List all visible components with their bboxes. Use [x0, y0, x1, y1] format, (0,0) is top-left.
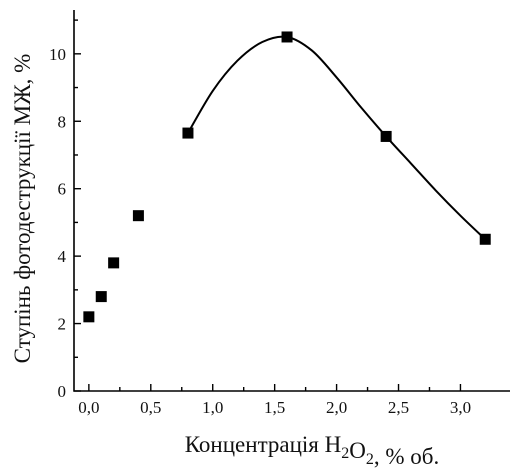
x-tick-label: 0,0 [78, 398, 99, 417]
y-axis-title: Ступінь фотодеструкції МЖ, % [10, 54, 35, 364]
data-point [83, 311, 95, 323]
fit-curve-group [187, 35, 486, 240]
data-point [380, 130, 392, 142]
x-tick-label: 0,5 [140, 398, 161, 417]
x-axis-title-subscript: 2 [341, 445, 349, 462]
data-points-group [83, 31, 491, 323]
x-tick-label: 1,0 [202, 398, 223, 417]
x-axis-title-part: , % об. [374, 444, 439, 468]
y-tick-label: 2 [58, 315, 67, 334]
x-tick-label: 2,0 [326, 398, 347, 417]
x-tick-label: 1,5 [264, 398, 285, 417]
x-tick-label: 3,0 [450, 398, 471, 417]
fit-curve-line [187, 35, 486, 240]
axes-group: 0,0 0,5 1,0 1,5 2,0 2,5 3,0 0 2 4 6 8 10 [49, 10, 510, 417]
y-tick-label: 0 [58, 382, 67, 401]
data-point [108, 257, 120, 269]
data-point [182, 127, 194, 139]
y-tick-label: 4 [58, 247, 67, 266]
x-axis-title: Концентрація H2O2, % об. [185, 432, 440, 468]
labels-group: Ступінь фотодеструкції МЖ, % Концентрація… [10, 54, 439, 468]
x-axis-title-part: Концентрація H [185, 432, 342, 457]
x-tick-label: 2,5 [388, 398, 409, 417]
data-point [479, 233, 491, 245]
data-point [95, 291, 107, 303]
y-tick-label: 8 [58, 112, 67, 131]
x-axis-title-part: O [349, 438, 366, 463]
x-axis-title-subscript: 2 [366, 451, 374, 468]
data-point [281, 31, 293, 43]
data-point [132, 210, 144, 222]
y-tick-label: 6 [58, 180, 67, 199]
y-tick-label: 10 [49, 45, 66, 64]
